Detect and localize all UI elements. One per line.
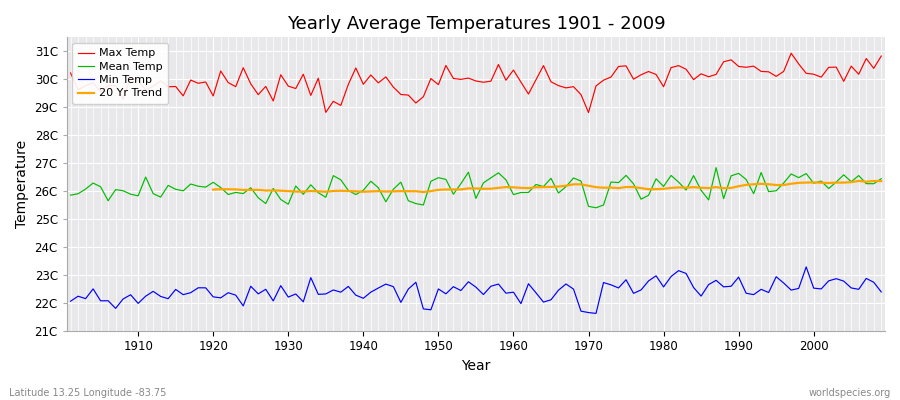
Min Temp xyxy=(65,299,76,304)
Min Temp xyxy=(291,292,302,296)
Text: worldspecies.org: worldspecies.org xyxy=(809,388,891,398)
20 Yr Trend xyxy=(410,189,421,194)
Mean Temp xyxy=(291,184,302,188)
Line: 20 Yr Trend: 20 Yr Trend xyxy=(213,181,881,192)
Min Temp xyxy=(876,290,886,294)
Max Temp xyxy=(786,51,796,56)
Max Temp xyxy=(336,103,346,108)
Min Temp xyxy=(801,264,812,269)
Max Temp xyxy=(291,86,302,91)
Line: Max Temp: Max Temp xyxy=(70,53,881,112)
Min Temp xyxy=(508,290,518,294)
20 Yr Trend xyxy=(208,187,219,192)
Mean Temp xyxy=(500,178,511,182)
Line: Min Temp: Min Temp xyxy=(70,267,881,313)
20 Yr Trend xyxy=(860,179,871,184)
Mean Temp xyxy=(508,192,518,197)
20 Yr Trend xyxy=(853,178,864,183)
Mean Temp xyxy=(336,178,346,182)
Y-axis label: Temperature: Temperature xyxy=(15,140,29,228)
20 Yr Trend xyxy=(786,181,796,186)
Min Temp xyxy=(125,292,136,297)
Max Temp xyxy=(508,68,518,72)
Title: Yearly Average Temperatures 1901 - 2009: Yearly Average Temperatures 1901 - 2009 xyxy=(286,15,665,33)
Mean Temp xyxy=(876,176,886,181)
Max Temp xyxy=(65,71,76,76)
Mean Temp xyxy=(65,193,76,198)
Mean Temp xyxy=(711,165,722,170)
Max Temp xyxy=(125,75,136,80)
20 Yr Trend xyxy=(298,189,309,194)
Mean Temp xyxy=(125,192,136,197)
Legend: Max Temp, Mean Temp, Min Temp, 20 Yr Trend: Max Temp, Mean Temp, Min Temp, 20 Yr Tre… xyxy=(72,43,168,104)
20 Yr Trend xyxy=(876,179,886,184)
X-axis label: Year: Year xyxy=(461,359,491,373)
Max Temp xyxy=(876,54,886,58)
Max Temp xyxy=(583,110,594,115)
Min Temp xyxy=(590,311,601,316)
Line: Mean Temp: Mean Temp xyxy=(70,168,881,208)
20 Yr Trend xyxy=(680,185,691,190)
20 Yr Trend xyxy=(770,183,781,188)
20 Yr Trend xyxy=(418,190,428,194)
Min Temp xyxy=(500,291,511,296)
Max Temp xyxy=(606,74,616,79)
Min Temp xyxy=(336,290,346,294)
Max Temp xyxy=(500,78,511,83)
Text: Latitude 13.25 Longitude -83.75: Latitude 13.25 Longitude -83.75 xyxy=(9,388,166,398)
Min Temp xyxy=(606,282,616,287)
Mean Temp xyxy=(606,180,616,184)
Mean Temp xyxy=(590,205,601,210)
